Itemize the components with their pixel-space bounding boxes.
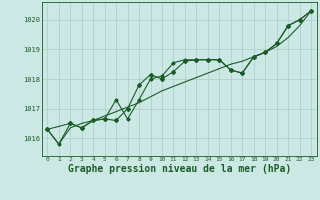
- X-axis label: Graphe pression niveau de la mer (hPa): Graphe pression niveau de la mer (hPa): [68, 164, 291, 174]
